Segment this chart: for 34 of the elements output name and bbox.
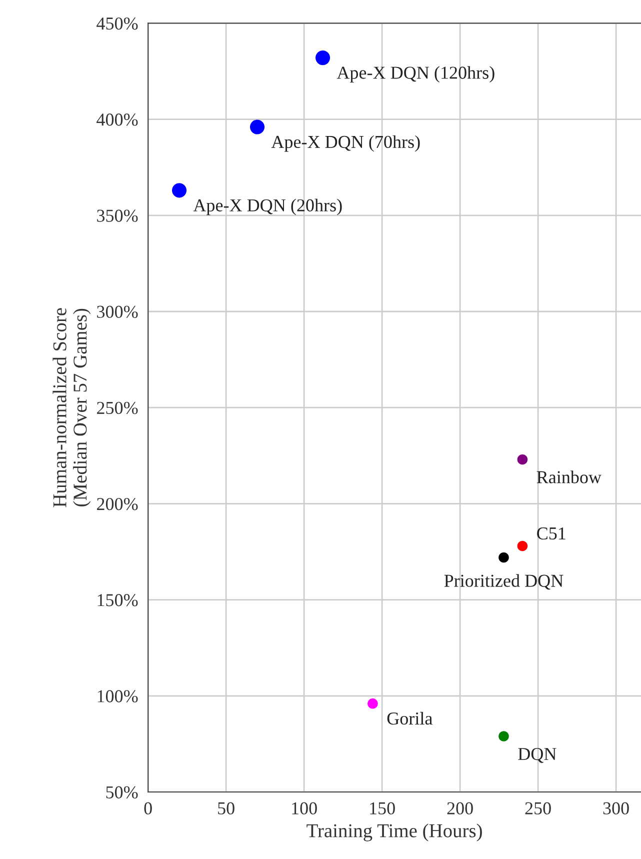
annotation: Gorila <box>387 712 432 725</box>
x-tick-label: 250 <box>525 802 551 814</box>
y-axis-title: Human-normalized Score (Median Over 57 Games) <box>52 308 91 508</box>
point <box>368 698 378 709</box>
x-tick-label: 150 <box>370 802 395 814</box>
y-tick-label: 100% <box>98 690 138 702</box>
y-tick-label: 50% <box>106 786 138 798</box>
y-tick-label: 300% <box>97 306 138 318</box>
y-tick-label: 250% <box>97 402 138 414</box>
annotation: Ape-X DQN (120hrs) <box>336 66 494 82</box>
y-tick-label: 200% <box>97 498 138 510</box>
point <box>517 540 528 552</box>
annotation: Rainbow <box>536 470 602 484</box>
annotation: Ape-X DQN (20hrs) <box>193 198 342 216</box>
x-axis-title: Training Time (Hours) <box>306 824 482 842</box>
annotation: Prioritized DQN <box>444 574 564 590</box>
point <box>172 183 187 198</box>
x-tick-label: 50 <box>218 802 234 814</box>
x-tick-label: 200 <box>447 802 473 814</box>
x-tick-label: 300 <box>603 802 629 814</box>
y-tick-label: 400% <box>96 114 138 126</box>
annotation: C51 <box>537 527 566 540</box>
point <box>517 454 528 465</box>
point <box>250 120 265 134</box>
y-tick-label: 450% <box>96 17 138 30</box>
annotation: DQN <box>518 748 556 763</box>
point <box>498 552 509 563</box>
point <box>498 731 509 742</box>
x-tick-label: 0 <box>144 802 152 814</box>
y-tick-label: 350% <box>97 210 138 222</box>
point <box>315 50 330 66</box>
x-tick-label: 100 <box>292 802 317 814</box>
y-tick-label: 150% <box>98 594 138 606</box>
annotation: Ape-X DQN (70hrs) <box>271 135 420 152</box>
